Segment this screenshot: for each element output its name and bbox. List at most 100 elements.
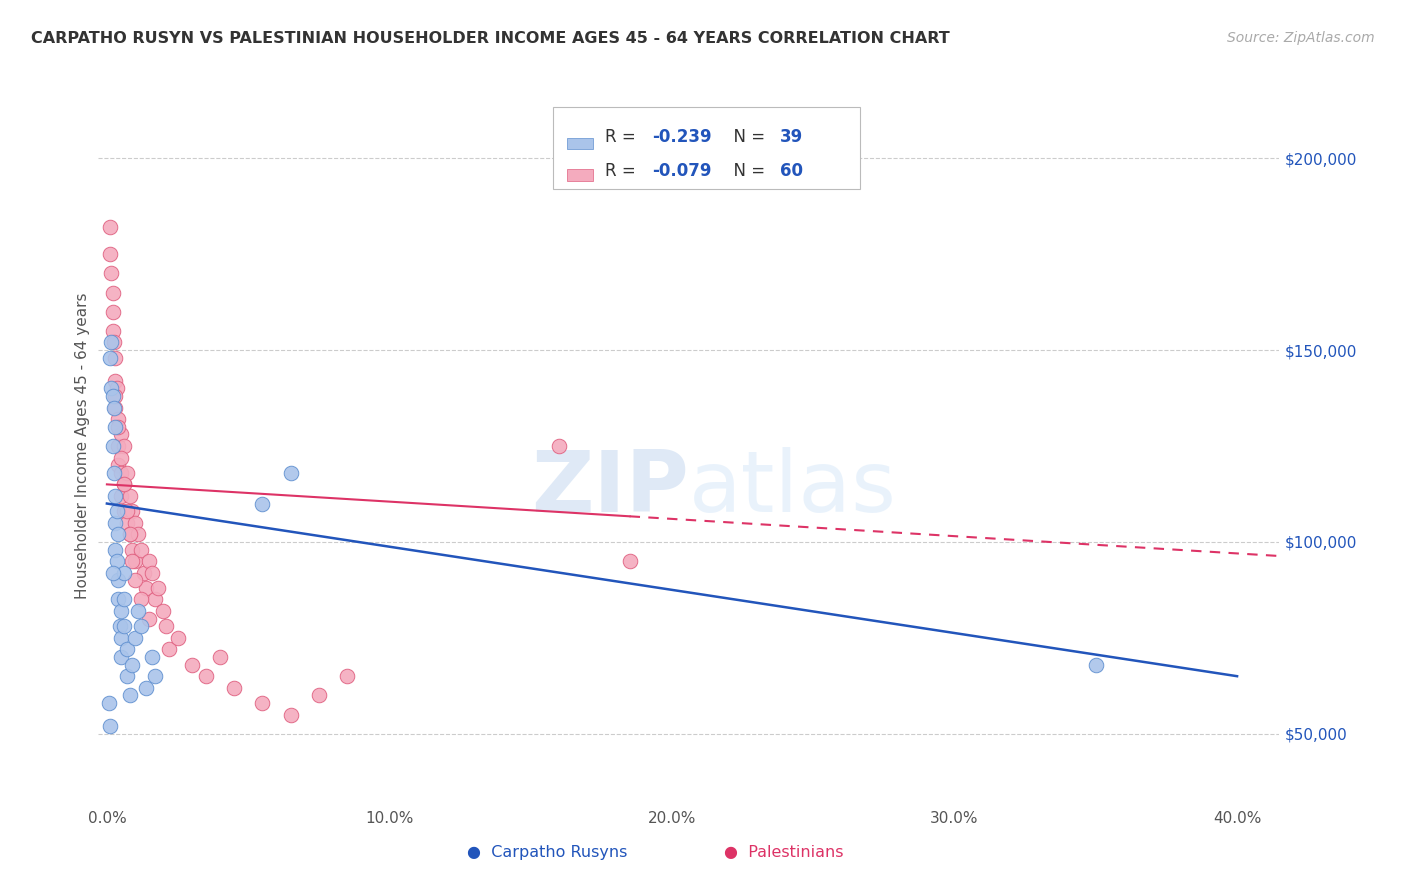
Text: ●  Carpatho Rusyns: ● Carpatho Rusyns <box>467 846 627 860</box>
Text: Source: ZipAtlas.com: Source: ZipAtlas.com <box>1227 31 1375 45</box>
Point <box>112 477 135 491</box>
Point <box>107 412 129 426</box>
Point <box>135 581 157 595</box>
Point <box>152 604 174 618</box>
Point <box>118 689 141 703</box>
Text: CARPATHO RUSYN VS PALESTINIAN HOUSEHOLDER INCOME AGES 45 - 64 YEARS CORRELATION : CARPATHO RUSYN VS PALESTINIAN HOUSEHOLDE… <box>31 31 949 46</box>
Point <box>98 696 121 710</box>
Point <box>121 504 143 518</box>
Text: R =: R = <box>605 128 641 146</box>
Point <box>103 335 125 350</box>
Point <box>118 527 141 541</box>
Point <box>138 554 160 568</box>
Point <box>108 619 131 633</box>
Point <box>129 542 152 557</box>
Text: N =: N = <box>723 128 770 146</box>
Point <box>143 669 166 683</box>
Point <box>98 719 121 733</box>
Point <box>194 669 217 683</box>
Point <box>110 450 132 465</box>
Point <box>129 619 152 633</box>
FancyBboxPatch shape <box>567 137 593 149</box>
Point <box>129 592 152 607</box>
FancyBboxPatch shape <box>553 107 860 189</box>
FancyBboxPatch shape <box>567 169 593 180</box>
Point <box>110 489 132 503</box>
Point <box>115 642 138 657</box>
Point <box>110 631 132 645</box>
Text: -0.239: -0.239 <box>652 128 711 146</box>
Point <box>103 401 125 415</box>
Point <box>336 669 359 683</box>
Text: 39: 39 <box>780 128 803 146</box>
Point <box>112 439 135 453</box>
Point <box>100 335 122 350</box>
Point <box>105 554 128 568</box>
Point <box>104 401 127 415</box>
Point <box>104 374 127 388</box>
Point <box>112 477 135 491</box>
Point <box>127 604 149 618</box>
Point <box>121 554 143 568</box>
Point <box>118 527 141 541</box>
Point <box>112 566 135 580</box>
Point <box>98 247 121 261</box>
Point <box>308 689 330 703</box>
Point <box>138 612 160 626</box>
Point <box>112 592 135 607</box>
Point <box>101 304 124 318</box>
Point <box>143 592 166 607</box>
Point <box>208 650 231 665</box>
Point <box>115 669 138 683</box>
Point <box>105 381 128 395</box>
Y-axis label: Householder Income Ages 45 - 64 years: Householder Income Ages 45 - 64 years <box>75 293 90 599</box>
Point <box>107 527 129 541</box>
Point <box>619 554 641 568</box>
Point <box>124 554 146 568</box>
Point <box>107 574 129 588</box>
Point <box>98 220 121 235</box>
Point <box>146 581 169 595</box>
Point <box>110 427 132 442</box>
Point <box>121 542 143 557</box>
Point <box>107 419 129 434</box>
Point <box>110 650 132 665</box>
Point <box>121 657 143 672</box>
Point <box>105 504 128 518</box>
Point <box>107 439 129 453</box>
Point <box>132 566 155 580</box>
Point <box>112 619 135 633</box>
Point <box>115 504 138 518</box>
Point <box>115 466 138 480</box>
Text: ZIP: ZIP <box>531 447 689 531</box>
Point <box>124 574 146 588</box>
Point <box>104 351 127 365</box>
Text: 60: 60 <box>780 162 803 180</box>
Point <box>280 466 302 480</box>
Point <box>110 466 132 480</box>
Point <box>107 592 129 607</box>
Point <box>141 650 163 665</box>
Text: N =: N = <box>723 162 770 180</box>
Point <box>98 351 121 365</box>
Point <box>222 681 245 695</box>
Text: -0.079: -0.079 <box>652 162 711 180</box>
Point <box>104 419 127 434</box>
Point <box>124 631 146 645</box>
Point <box>1084 657 1107 672</box>
Point <box>548 439 571 453</box>
Point <box>101 389 124 403</box>
Point <box>100 266 122 280</box>
Point <box>157 642 180 657</box>
Point <box>101 285 124 300</box>
Text: atlas: atlas <box>689 447 897 531</box>
Point <box>127 527 149 541</box>
Point <box>101 566 124 580</box>
Point <box>135 681 157 695</box>
Point <box>280 707 302 722</box>
Point <box>141 566 163 580</box>
Point <box>101 324 124 338</box>
Point <box>110 604 132 618</box>
Point <box>252 497 274 511</box>
Point <box>166 631 188 645</box>
